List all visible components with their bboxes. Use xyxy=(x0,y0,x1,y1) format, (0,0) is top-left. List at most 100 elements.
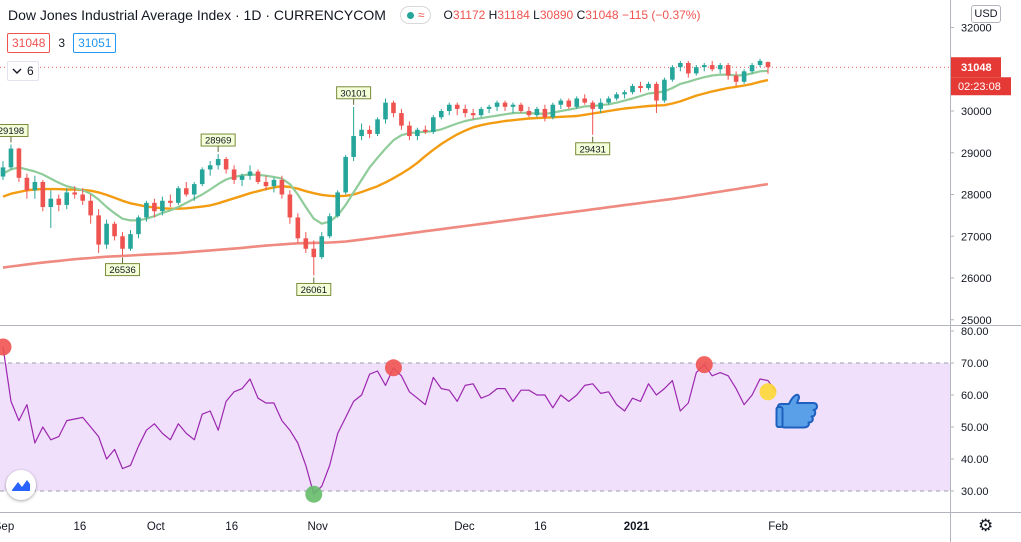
candle[interactable] xyxy=(239,173,245,187)
candle[interactable] xyxy=(303,232,309,253)
candle[interactable] xyxy=(662,77,667,103)
candle[interactable] xyxy=(391,100,396,118)
candle[interactable] xyxy=(494,100,500,111)
candle[interactable] xyxy=(104,219,109,249)
candle[interactable] xyxy=(590,100,595,135)
market-status-pill[interactable]: ≈ xyxy=(399,6,432,24)
candle[interactable] xyxy=(693,65,699,76)
candle[interactable] xyxy=(152,198,157,218)
candle[interactable] xyxy=(271,177,277,193)
currency-button[interactable]: USD xyxy=(971,5,1001,23)
candle[interactable] xyxy=(48,190,54,228)
candle[interactable] xyxy=(247,165,253,180)
candle[interactable] xyxy=(351,106,356,162)
candle[interactable] xyxy=(686,60,691,78)
candle[interactable] xyxy=(741,69,747,84)
candle[interactable] xyxy=(120,232,125,256)
candle[interactable] xyxy=(614,92,619,101)
candle[interactable] xyxy=(526,106,532,118)
candle[interactable] xyxy=(255,169,261,185)
candle[interactable] xyxy=(510,102,516,114)
candle[interactable] xyxy=(550,102,556,120)
candle[interactable] xyxy=(24,173,30,199)
candle[interactable] xyxy=(486,104,492,114)
candle[interactable] xyxy=(168,194,173,208)
candle[interactable] xyxy=(765,61,771,74)
candle[interactable] xyxy=(287,190,293,224)
candle[interactable] xyxy=(574,96,580,109)
candle[interactable] xyxy=(112,221,117,241)
candle[interactable] xyxy=(407,121,412,141)
candle[interactable] xyxy=(502,100,508,111)
candle[interactable] xyxy=(199,167,205,187)
candle[interactable] xyxy=(709,60,715,72)
candle[interactable] xyxy=(231,165,237,185)
candle[interactable] xyxy=(96,209,101,253)
candle[interactable] xyxy=(8,144,14,170)
sell-button[interactable]: 31048 xyxy=(7,33,51,53)
candle[interactable] xyxy=(160,196,165,216)
candle[interactable] xyxy=(638,81,643,93)
candle[interactable] xyxy=(176,186,181,205)
candle[interactable] xyxy=(733,71,739,86)
candle[interactable] xyxy=(64,188,70,210)
candle[interactable] xyxy=(136,215,141,239)
candle[interactable] xyxy=(622,90,627,99)
candle[interactable] xyxy=(383,98,388,124)
indicators-toggle[interactable]: 6 xyxy=(7,61,39,81)
candle[interactable] xyxy=(223,156,229,174)
candle[interactable] xyxy=(717,62,723,74)
candle[interactable] xyxy=(446,102,452,116)
candle[interactable] xyxy=(183,181,189,197)
gear-icon[interactable]: ⚙ xyxy=(978,516,994,535)
candle[interactable] xyxy=(375,117,380,137)
candle[interactable] xyxy=(542,104,548,122)
candle[interactable] xyxy=(72,186,78,199)
candle[interactable] xyxy=(343,154,348,195)
candle[interactable] xyxy=(215,154,221,170)
candle[interactable] xyxy=(263,175,269,191)
symbol-title[interactable]: Dow Jones Industrial Average Index · 1D … xyxy=(8,7,386,23)
candle[interactable] xyxy=(670,65,675,82)
candle[interactable] xyxy=(701,62,707,72)
buy-button[interactable]: 31051 xyxy=(73,33,117,53)
candle[interactable] xyxy=(327,213,333,239)
candle[interactable] xyxy=(470,108,476,120)
candle[interactable] xyxy=(191,181,197,201)
candle[interactable] xyxy=(678,60,683,72)
candle[interactable] xyxy=(566,98,572,109)
candle[interactable] xyxy=(295,213,301,243)
candle[interactable] xyxy=(558,98,564,109)
candle[interactable] xyxy=(207,161,213,176)
candle[interactable] xyxy=(128,229,133,251)
candle[interactable] xyxy=(144,200,149,222)
candle[interactable] xyxy=(646,81,651,91)
candle[interactable] xyxy=(80,188,85,205)
candle[interactable] xyxy=(399,108,404,130)
candle[interactable] xyxy=(462,104,468,118)
candle[interactable] xyxy=(654,81,659,114)
candle[interactable] xyxy=(279,175,285,199)
candle[interactable] xyxy=(431,115,436,134)
candle[interactable] xyxy=(598,98,603,114)
candle[interactable] xyxy=(454,102,460,116)
tradingview-logo-icon[interactable] xyxy=(6,470,36,500)
candle[interactable] xyxy=(32,175,38,199)
candle[interactable] xyxy=(415,127,420,141)
candle[interactable] xyxy=(367,125,372,139)
candle[interactable] xyxy=(423,125,428,134)
candle[interactable] xyxy=(582,94,588,105)
candle[interactable] xyxy=(319,232,325,260)
candle[interactable] xyxy=(16,147,22,182)
candle[interactable] xyxy=(438,108,444,120)
candle[interactable] xyxy=(311,240,317,276)
candle[interactable] xyxy=(478,106,484,118)
candle[interactable] xyxy=(630,83,635,95)
candle[interactable] xyxy=(88,194,93,224)
candle[interactable] xyxy=(359,123,364,141)
candle[interactable] xyxy=(40,179,46,212)
candle[interactable] xyxy=(606,96,611,105)
candle[interactable] xyxy=(56,194,62,212)
candle[interactable] xyxy=(757,58,763,68)
